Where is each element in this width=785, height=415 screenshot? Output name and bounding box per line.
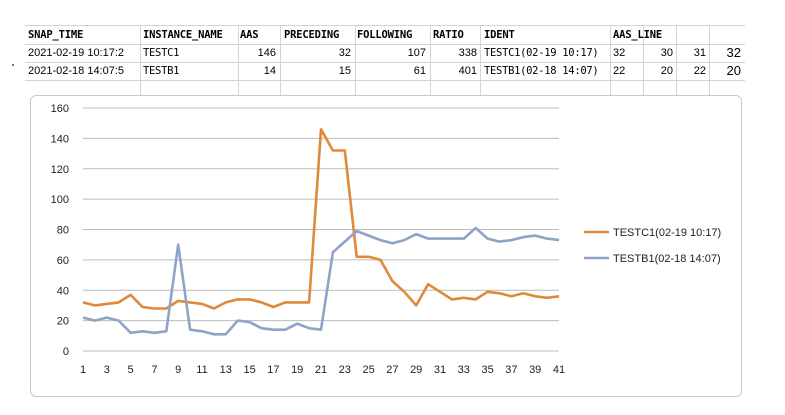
grid-line — [709, 25, 710, 95]
grid-line — [25, 44, 745, 45]
x-tick-label: 15 — [243, 364, 255, 376]
x-tick-label: 25 — [362, 364, 374, 376]
x-tick-label: 17 — [267, 364, 279, 376]
column-header-preceding[interactable]: PRECEDING — [284, 29, 340, 41]
column-header-aas-line[interactable]: AAS_LINE — [613, 29, 662, 41]
cell-ratio[interactable]: 401 — [458, 65, 477, 77]
x-tick-label: 31 — [434, 364, 446, 376]
x-tick-label: 9 — [175, 364, 181, 376]
column-header-following[interactable]: FOLLOWING — [357, 29, 413, 41]
grid-line — [676, 25, 677, 95]
column-header-ratio[interactable]: RATIO — [433, 29, 464, 41]
cell-instance-name[interactable]: TESTB1 — [143, 65, 180, 77]
y-tick-label: 20 — [57, 316, 69, 328]
x-tick-label: 7 — [151, 364, 157, 376]
x-tick-label: 11 — [196, 364, 207, 376]
x-tick-label: 37 — [505, 364, 517, 376]
legend: TESTC1(02-19 10:17) TESTB1(02-18 14:07) — [584, 227, 721, 265]
grid-line — [430, 25, 431, 95]
column-header-snap-time[interactable]: SNAP_TIME — [28, 29, 84, 41]
series-line-1 — [82, 127, 560, 310]
x-tick-label: 41 — [553, 364, 565, 376]
x-tick-label: 39 — [529, 364, 541, 376]
y-tick-label: 60 — [57, 255, 69, 267]
grid-line — [643, 25, 644, 95]
x-tick-label: 27 — [386, 364, 398, 376]
y-tick-label: 0 — [63, 346, 69, 358]
y-tick-label: 140 — [51, 133, 69, 145]
grid-line — [280, 25, 281, 95]
y-tick-label: 120 — [51, 164, 69, 176]
grid-line — [238, 25, 239, 95]
cell-ident[interactable]: TESTC1(02-19 10:17) — [484, 47, 599, 59]
marker-dot — [12, 64, 14, 66]
cell-aas-line[interactable]: 32 — [613, 47, 626, 59]
cell-value[interactable]: 22 — [693, 65, 706, 77]
cell-aas[interactable]: 146 — [257, 47, 276, 59]
x-tick-label: 13 — [220, 364, 232, 376]
y-tick-label: 80 — [57, 225, 69, 237]
cell-instance-name[interactable]: TESTC1 — [143, 47, 180, 59]
y-gridlines — [83, 107, 559, 352]
legend-label: TESTB1(02-18 14:07) — [613, 253, 721, 265]
cell-value[interactable]: 30 — [660, 47, 673, 59]
y-tick-label: 160 — [51, 103, 69, 115]
cell-snap-time[interactable]: 2021-02-18 14:07:5 — [28, 65, 125, 77]
column-header-instance-name[interactable]: INSTANCE_NAME — [143, 29, 223, 41]
series-line-2 — [82, 226, 560, 336]
cell-value[interactable]: 20 — [726, 63, 741, 78]
cell-value[interactable]: 20 — [660, 65, 673, 77]
cell-value[interactable]: 31 — [693, 47, 706, 59]
cell-aas[interactable]: 14 — [263, 65, 276, 77]
embedded-chart[interactable]: 0 20 40 60 80 100 120 140 160 1 3 5 7 9 11 13 15 17 19 21 2… — [30, 95, 742, 397]
cell-value[interactable]: 32 — [726, 45, 741, 60]
grid-line — [140, 25, 141, 95]
x-tick-label: 23 — [339, 364, 351, 376]
x-tick-label: 29 — [410, 364, 422, 376]
grid-line — [25, 80, 745, 81]
y-tick-label: 100 — [51, 194, 69, 206]
grid-line — [480, 25, 481, 95]
y-axis-labels: 0 20 40 60 80 100 120 140 160 — [51, 103, 69, 358]
cell-snap-time[interactable]: 2021-02-19 10:17:2 — [28, 47, 125, 59]
x-tick-label: 5 — [128, 364, 134, 376]
grid-line — [25, 62, 745, 63]
cell-preceding[interactable]: 15 — [338, 65, 351, 77]
x-tick-label: 3 — [104, 364, 110, 376]
x-tick-label: 1 — [80, 364, 86, 376]
grid-line — [25, 25, 745, 26]
y-tick-label: 40 — [57, 285, 69, 297]
x-tick-label: 21 — [315, 364, 327, 376]
x-tick-label: 33 — [458, 364, 470, 376]
cell-aas-line[interactable]: 22 — [613, 65, 626, 77]
cell-ident[interactable]: TESTB1(02-18 14:07) — [484, 65, 599, 77]
cell-following[interactable]: 61 — [413, 65, 426, 77]
column-header-aas[interactable]: AAS — [240, 29, 259, 41]
cell-following[interactable]: 107 — [407, 47, 426, 59]
grid-line — [355, 25, 356, 95]
cell-ratio[interactable]: 338 — [458, 47, 477, 59]
column-header-ident[interactable]: IDENT — [484, 29, 515, 41]
x-tick-label: 19 — [291, 364, 303, 376]
x-tick-label: 35 — [481, 364, 493, 376]
cell-preceding[interactable]: 32 — [338, 47, 351, 59]
grid-line — [610, 25, 611, 95]
series-lines — [82, 127, 560, 336]
x-axis-labels: 1 3 5 7 9 11 13 15 17 19 21 23 25 27 29 31 33 35 37 39 41 — [80, 364, 565, 376]
legend-label: TESTC1(02-19 10:17) — [613, 227, 721, 239]
